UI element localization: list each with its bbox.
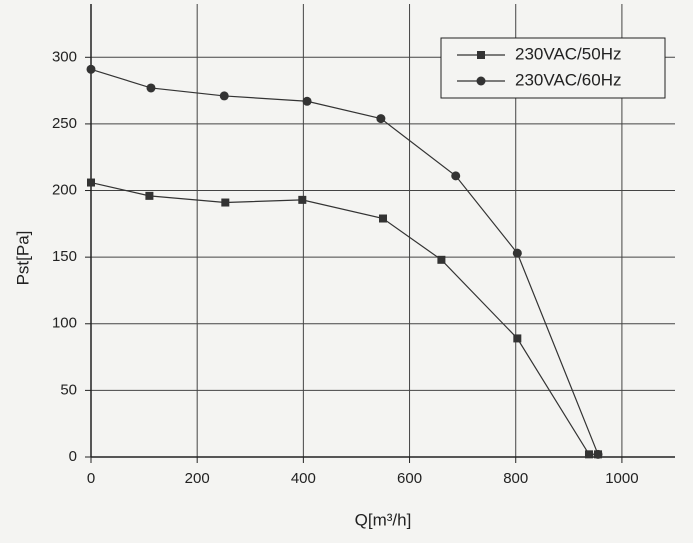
legend-label: 230VAC/60Hz <box>515 70 621 89</box>
data-point <box>513 334 522 343</box>
legend-box <box>440 37 666 99</box>
legend-label: 230VAC/50Hz <box>515 44 621 63</box>
y-tick-label: 100 <box>52 315 77 332</box>
legend-marker <box>477 51 485 59</box>
data-point <box>593 449 603 459</box>
y-tick-label: 200 <box>52 181 77 198</box>
legend-marker <box>476 76 486 86</box>
data-point <box>584 450 593 459</box>
y-tick-label: 50 <box>60 381 77 398</box>
data-point <box>145 191 154 200</box>
y-tick-label: 150 <box>52 248 77 265</box>
data-point <box>87 178 95 187</box>
series-line <box>90 68 599 455</box>
data-point <box>376 114 386 124</box>
data-point <box>221 198 230 207</box>
x-tick-label: 1000 <box>605 470 638 487</box>
data-point <box>379 214 387 223</box>
data-point <box>219 91 229 101</box>
data-point <box>302 96 312 106</box>
x-axis-title: Q[m³/h] <box>355 510 412 529</box>
y-tick-label: 300 <box>52 48 77 65</box>
x-tick-label: 400 <box>291 470 316 487</box>
data-point <box>512 248 522 258</box>
y-axis-title: Pst[Pa] <box>13 231 32 286</box>
data-point <box>437 255 446 264</box>
data-point <box>146 83 156 93</box>
data-point <box>451 171 461 181</box>
data-point <box>86 64 96 74</box>
y-tick-label: 0 <box>69 448 77 465</box>
x-tick-label: 0 <box>87 470 95 487</box>
x-tick-label: 200 <box>185 470 210 487</box>
x-tick-label: 600 <box>397 470 422 487</box>
x-tick-label: 800 <box>503 470 528 487</box>
data-point <box>298 195 307 204</box>
y-tick-label: 250 <box>52 115 77 132</box>
